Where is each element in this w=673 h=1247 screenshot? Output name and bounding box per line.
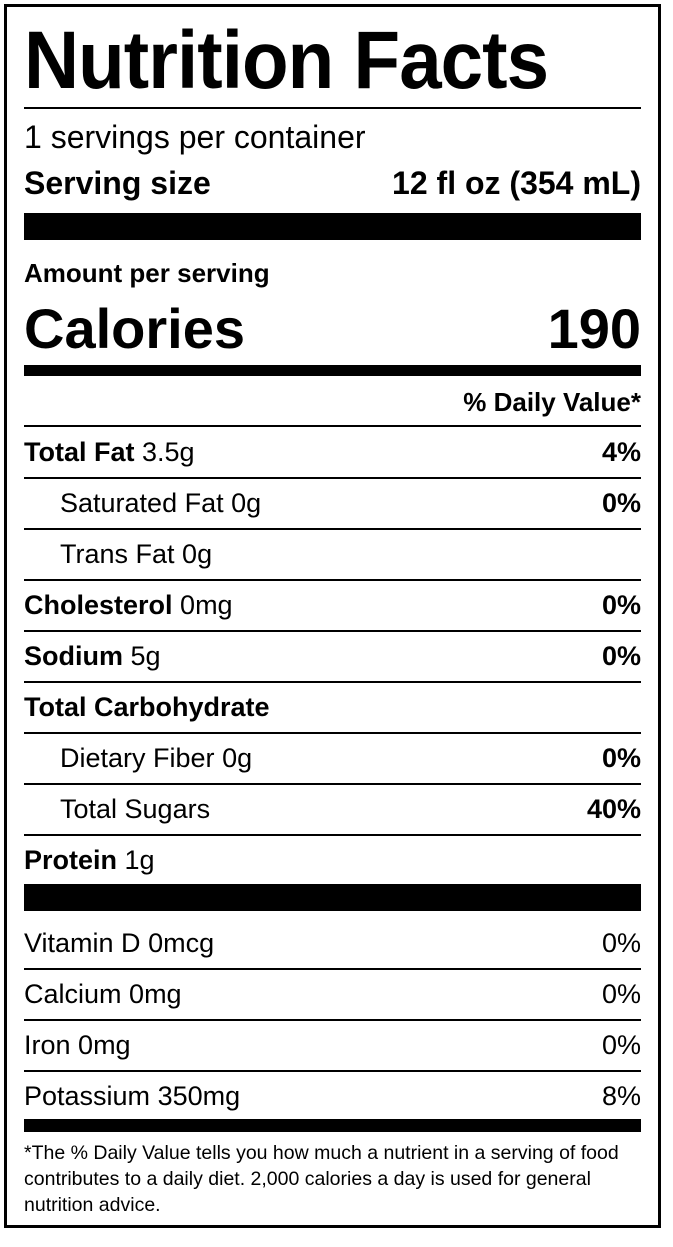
nutrient-name-group: Sodium 5g — [24, 631, 161, 681]
nutrient-amount: 3.5g — [142, 437, 195, 467]
thick-divider — [24, 213, 641, 240]
nutrient-amount: 5g — [130, 641, 161, 671]
medium-divider — [24, 1119, 641, 1132]
nutrient-daily-value: 40% — [586, 794, 641, 824]
divider — [24, 1019, 641, 1021]
vitamin-amount: 0mg — [78, 1030, 131, 1060]
medium-divider — [24, 365, 641, 376]
vitamin-daily-value: 0% — [601, 928, 641, 958]
nutrient-name: Dietary Fiber — [60, 743, 215, 773]
vitamin-name: Potassium — [24, 1081, 151, 1111]
divider — [24, 1070, 641, 1072]
nutrient-name-group: Protein 1g — [24, 835, 155, 885]
vitamin-amount: 0mcg — [148, 928, 215, 958]
vitamin-row: Calcium 0mg 0% — [24, 969, 641, 1019]
daily-value-header: % Daily Value* — [463, 387, 641, 417]
vitamin-name-group: Iron 0mg — [24, 1020, 131, 1070]
footnote: *The % Daily Value tells you how much a … — [24, 1142, 619, 1216]
nutrient-row: Dietary Fiber 0g 0% — [24, 733, 641, 783]
vitamin-daily-value: 0% — [601, 979, 641, 1009]
nutrient-daily-value: 0% — [601, 488, 641, 518]
nutrition-facts-label: Nutrition Facts 1 servings per container… — [4, 4, 661, 1228]
divider — [24, 528, 641, 530]
nutrient-row: Total Sugars 40% — [24, 784, 641, 834]
amount-per-serving: Amount per serving — [24, 258, 270, 288]
servings-per-container: 1 servings per container — [24, 119, 366, 155]
nutrient-daily-value: 4% — [601, 437, 641, 467]
divider — [24, 968, 641, 970]
vitamin-amount: 350mg — [157, 1081, 241, 1111]
vitamin-name: Calcium — [24, 979, 122, 1009]
vitamin-name-group: Potassium 350mg — [24, 1071, 240, 1121]
nutrient-name-group: Total Sugars — [60, 784, 210, 834]
vitamin-daily-value: 8% — [601, 1081, 641, 1111]
vitamin-row: Potassium 350mg 8% — [24, 1071, 641, 1121]
vitamin-row: Iron 0mg 0% — [24, 1020, 641, 1070]
vitamin-row: Vitamin D 0mcg 0% — [24, 918, 641, 968]
nutrient-row: Sodium 5g 0% — [24, 631, 641, 681]
serving-size-value: 12 fl oz (354 mL) — [392, 165, 641, 201]
nutrient-name: Saturated Fat — [60, 488, 224, 518]
nutrient-row: Saturated Fat 0g 0% — [24, 478, 641, 528]
nutrient-name: Total Fat — [24, 437, 135, 467]
nutrient-row: Total Carbohydrate — [24, 682, 641, 732]
vitamin-daily-value: 0% — [601, 1030, 641, 1060]
nutrient-name: Cholesterol — [24, 590, 173, 620]
divider — [24, 107, 641, 109]
nutrient-name-group: Total Carbohydrate — [24, 682, 270, 732]
divider — [24, 425, 641, 427]
divider — [24, 477, 641, 479]
nutrient-name: Total Sugars — [60, 794, 211, 824]
divider — [24, 681, 641, 683]
vitamin-name: Iron — [24, 1030, 71, 1060]
vitamin-name-group: Calcium 0mg — [24, 969, 182, 1019]
vitamin-amount: 0mg — [129, 979, 182, 1009]
nutrient-amount: 0g — [182, 539, 213, 569]
nutrient-daily-value: 0% — [601, 743, 641, 773]
calories-value: 190 — [547, 297, 641, 360]
nutrient-name-group: Dietary Fiber 0g — [60, 733, 252, 783]
nutrient-name-group: Cholesterol 0mg — [24, 580, 233, 630]
serving-size-label: Serving size — [24, 165, 211, 201]
nutrient-daily-value: 0% — [601, 641, 641, 671]
nutrient-name-group: Trans Fat 0g — [60, 529, 212, 579]
vitamin-name: Vitamin D — [24, 928, 141, 958]
divider — [24, 579, 641, 581]
nutrient-amount: 0mg — [180, 590, 233, 620]
nutrient-name: Sodium — [24, 641, 123, 671]
vitamin-name-group: Vitamin D 0mcg — [24, 918, 214, 968]
label-title: Nutrition Facts — [24, 15, 549, 106]
calories-label: Calories — [24, 297, 245, 360]
nutrient-row: Trans Fat 0g — [24, 529, 641, 579]
nutrient-amount: 1g — [124, 845, 155, 875]
divider — [24, 783, 641, 785]
divider — [24, 834, 641, 836]
nutrient-name-group: Total Fat 3.5g — [24, 427, 195, 477]
thick-divider — [24, 884, 641, 911]
divider — [24, 630, 641, 632]
nutrient-row: Total Fat 3.5g 4% — [24, 427, 641, 477]
nutrient-amount: 0g — [231, 488, 262, 518]
divider — [24, 732, 641, 734]
nutrient-name-group: Saturated Fat 0g — [60, 478, 261, 528]
nutrient-row: Cholesterol 0mg 0% — [24, 580, 641, 630]
nutrient-name: Total Carbohydrate — [24, 692, 270, 722]
nutrient-name: Protein — [24, 845, 118, 875]
nutrient-row: Protein 1g — [24, 835, 641, 885]
nutrient-daily-value: 0% — [601, 590, 641, 620]
nutrient-name: Trans Fat — [60, 539, 175, 569]
nutrient-amount: 0g — [222, 743, 253, 773]
